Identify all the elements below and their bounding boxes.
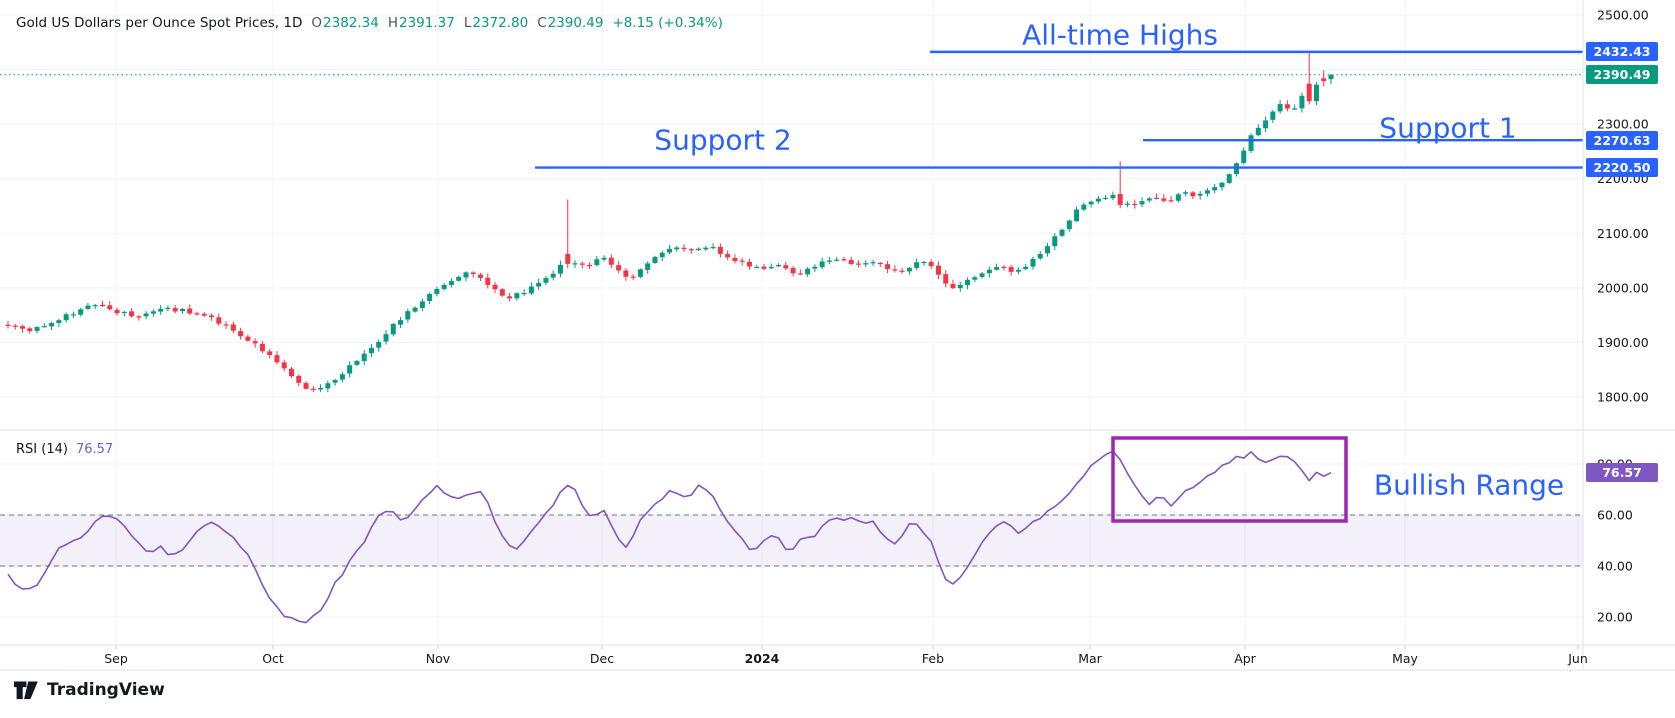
ohlc-close: C 2390.49 [537,15,604,31]
price-axis-label: 2100.00 [1597,226,1649,241]
ohlc-high: H 2391.37 [387,15,455,31]
price-axis-label: 1900.00 [1597,335,1649,350]
price-gridlines [0,14,1583,398]
annotation-bullish-range[interactable]: Bullish Range [1373,468,1565,502]
price-badge-2270.63: 2270.63 [1586,130,1658,150]
ohlc-open: O 2382.34 [311,15,379,31]
time-axis-label: Jun [1567,651,1588,666]
annotation-support-2[interactable]: Support 2 [654,123,792,157]
time-axis-label: May [1392,651,1418,666]
rsi-label: RSI (14) [16,442,68,457]
time-axis-label: 2024 [745,651,780,666]
price-axis-label: 2500.00 [1597,8,1649,23]
rsi-legend[interactable]: RSI (14) 76.57 [16,442,113,457]
time-axis-label: Dec [590,651,614,666]
rsi-axis-label: 40.00 [1597,559,1633,574]
candlestick-series [5,51,1334,393]
time-axis-label: Oct [262,651,284,666]
rsi-band [0,514,1583,567]
time-axis-label: Apr [1234,651,1256,666]
ohlc-low: L 2372.80 [463,15,529,31]
tradingview-logo-icon [14,681,38,699]
time-axis-label: Sep [104,651,128,666]
annotation-support-1[interactable]: Support 1 [1379,111,1517,145]
annotation-all-time-highs[interactable]: All-time Highs [1022,18,1218,52]
vertical-gridlines [115,0,1579,645]
time-axis-label: Mar [1078,651,1102,666]
price-axis-label: 2000.00 [1597,280,1649,295]
rsi-axis-label: 60.00 [1597,508,1633,523]
symbol-title: Gold US Dollars per Ounce Spot Prices, 1… [16,15,303,31]
price-axis[interactable]: 2500.002300.002200.002100.002000.001900.… [1597,8,1649,625]
time-axis-label: Feb [922,651,944,666]
price-badge-2390.49: 2390.49 [1586,65,1658,85]
tradingview-logo-text: TradingView [47,680,165,700]
rsi-badge: 76.57 [1586,463,1658,483]
rsi-axis-label: 20.00 [1597,610,1633,625]
price-badge-2432.43: 2432.43 [1586,42,1658,62]
rsi-line [7,450,1332,624]
tradingview-logo[interactable]: TradingView [14,680,165,700]
symbol-legend[interactable]: Gold US Dollars per Ounce Spot Prices, 1… [16,15,723,31]
price-badge-2220.50: 2220.50 [1586,158,1658,178]
time-axis[interactable]: Sep Oct Nov Dec 2024 Feb Mar Apr May Jun [104,645,1588,666]
price-change: +8.15 (+0.34%) [612,15,723,31]
price-axis-label: 1800.00 [1597,390,1649,405]
rsi-value: 76.57 [75,442,114,457]
price-axis-label: 2300.00 [1597,117,1649,132]
bullish-range-box[interactable] [1111,436,1348,523]
time-axis-label: Nov [426,651,451,666]
